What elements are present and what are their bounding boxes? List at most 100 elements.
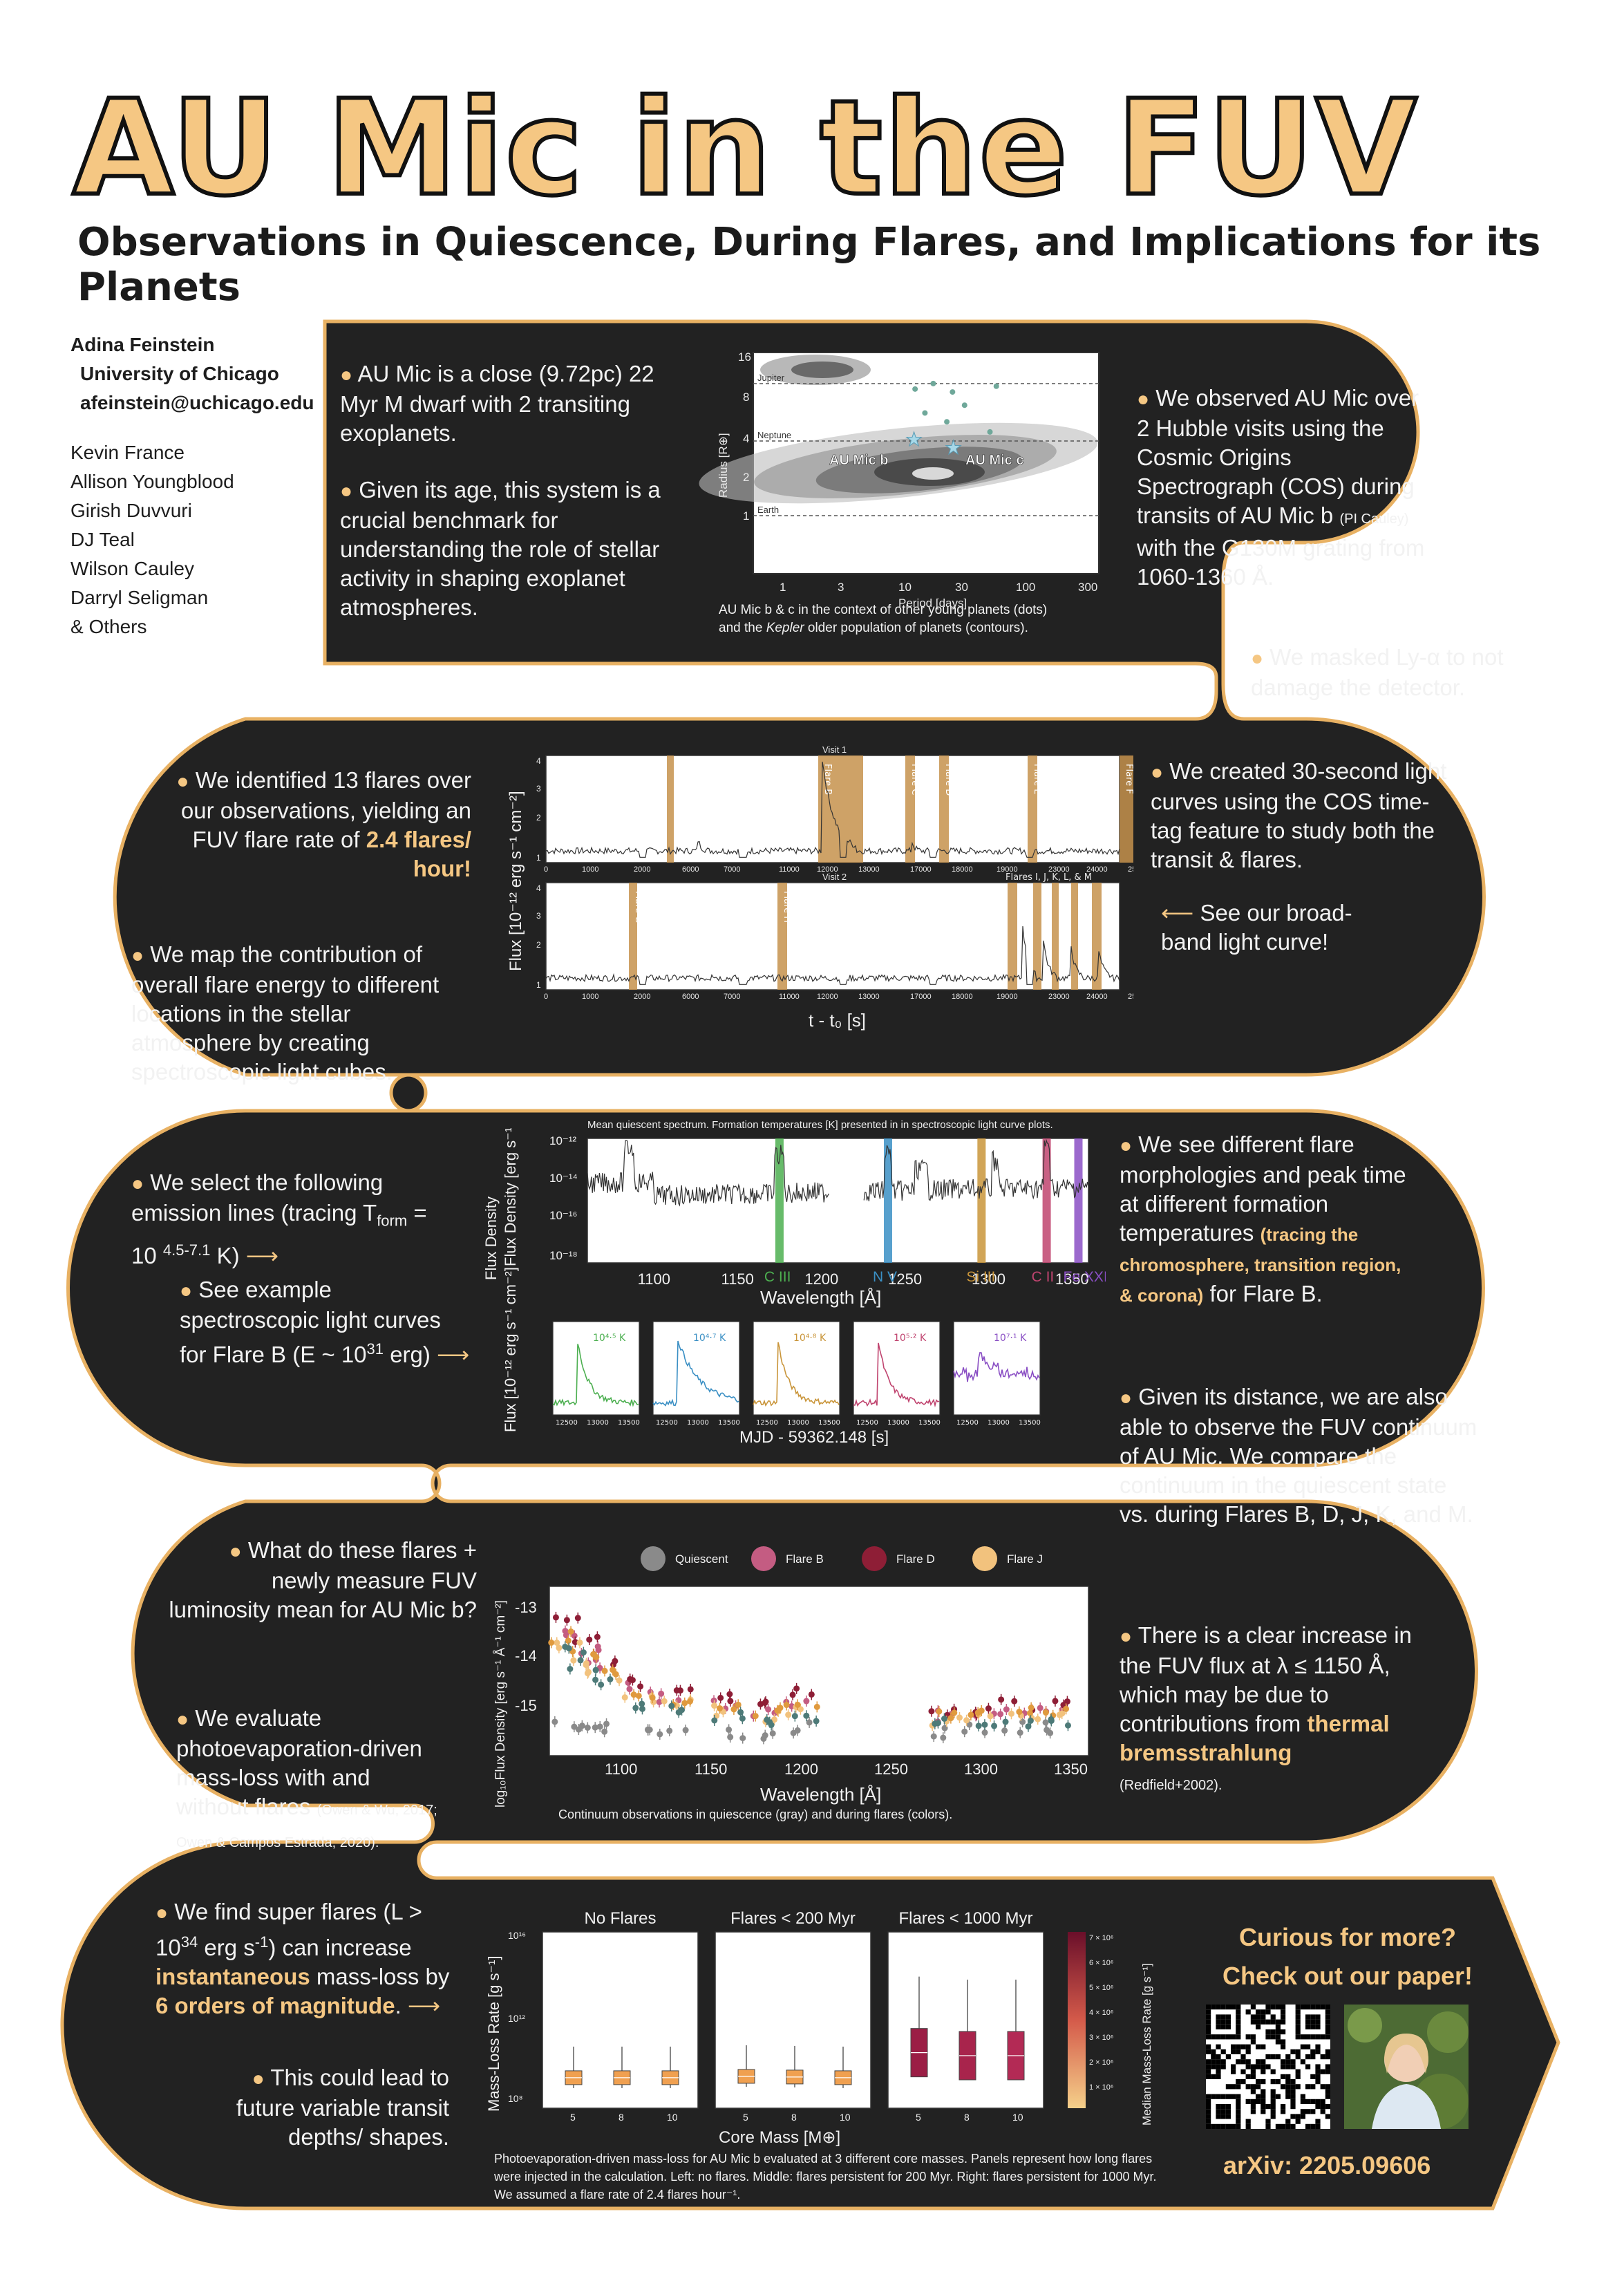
qr-code[interactable] bbox=[1206, 2005, 1330, 2129]
qr-module bbox=[1206, 2119, 1211, 2124]
continuum-point bbox=[586, 1636, 593, 1643]
lc-x-tick: 25000 bbox=[1128, 865, 1133, 874]
young-planet-dot bbox=[987, 429, 993, 435]
qr-module bbox=[1325, 2064, 1330, 2069]
flare-label: Flare C bbox=[909, 764, 920, 795]
lc-mjd-tick: 13000 bbox=[988, 1419, 1010, 1427]
emission-line-band bbox=[1074, 1138, 1083, 1263]
svg-text:-13: -13 bbox=[515, 1599, 537, 1616]
flare-label: Flare F bbox=[1124, 764, 1133, 794]
qr-module bbox=[1305, 2054, 1311, 2060]
qr-module bbox=[1275, 2054, 1281, 2060]
row5-bullet-1: ● We find super flares (L > 1034 erg s-1… bbox=[155, 1899, 450, 2018]
lc-mjd-tick: 12500 bbox=[756, 1419, 778, 1427]
qr-module bbox=[1225, 2034, 1231, 2040]
paper-callout: Curious for more? Check out our paper! bbox=[1222, 1923, 1473, 1990]
continuum-point bbox=[592, 1676, 599, 1683]
qr-module bbox=[1206, 2044, 1211, 2049]
qr-module bbox=[1265, 2123, 1271, 2129]
ml-x-axis-label: Core Mass [M⊕] bbox=[719, 2128, 840, 2147]
emission-line-label: C III bbox=[764, 1269, 791, 1285]
qr-module bbox=[1275, 2094, 1281, 2099]
qr-module bbox=[1281, 2123, 1286, 2129]
ml-y-axis-label: Mass-Loss Rate [g s⁻¹] bbox=[485, 1955, 502, 2112]
qr-module bbox=[1300, 2114, 1305, 2119]
arxiv-link[interactable]: arXiv: 2205.09606 bbox=[1223, 2151, 1431, 2179]
svg-text:16: 16 bbox=[738, 350, 751, 364]
continuum-point bbox=[610, 1661, 617, 1668]
lc-x-tick: 0 bbox=[544, 993, 548, 1001]
qr-module bbox=[1231, 2123, 1236, 2129]
continuum-point bbox=[629, 1677, 636, 1684]
qr-module bbox=[1225, 2104, 1231, 2110]
qr-module bbox=[1245, 2034, 1251, 2040]
qr-module bbox=[1305, 2109, 1311, 2114]
qr-module bbox=[1315, 2099, 1321, 2104]
svg-text:10⁻¹²: 10⁻¹² bbox=[549, 1134, 577, 1147]
continuum-point bbox=[727, 1734, 734, 1740]
svg-text:10¹²: 10¹² bbox=[508, 2013, 525, 2024]
cont-x-ticks: 1100 1150 1200 1250 1300 1350 bbox=[605, 1761, 1088, 1778]
qr-module bbox=[1261, 2069, 1266, 2074]
qr-module bbox=[1225, 2109, 1231, 2114]
qr-module bbox=[1256, 2094, 1261, 2099]
spec-x-tick: 1150 bbox=[721, 1270, 754, 1288]
continuum-point bbox=[610, 1667, 616, 1673]
continuum-point bbox=[967, 1711, 974, 1718]
svg-text:10⁻¹⁴: 10⁻¹⁴ bbox=[549, 1172, 578, 1185]
svg-text:4: 4 bbox=[743, 432, 749, 445]
spectroscopic-lc-panel bbox=[552, 1321, 640, 1416]
qr-module bbox=[1225, 2024, 1231, 2029]
row4-bullet-1: ● What do these flares + newly measure F… bbox=[169, 1537, 477, 1622]
continuum-point bbox=[726, 1726, 733, 1733]
young-planet-dot bbox=[950, 389, 956, 395]
qr-module bbox=[1320, 2069, 1325, 2074]
qr-module bbox=[1216, 2104, 1221, 2110]
author-list: Adina Feinstein University of Chicago af… bbox=[70, 330, 314, 641]
continuum-point bbox=[575, 1726, 582, 1733]
qr-module bbox=[1325, 2054, 1330, 2060]
qr-module bbox=[1265, 2054, 1271, 2060]
lc-mjd-tick: 13500 bbox=[618, 1419, 640, 1427]
qr-module bbox=[1216, 2019, 1221, 2025]
qr-module bbox=[1216, 2005, 1221, 2010]
lc-mjd-tick: 13500 bbox=[818, 1419, 840, 1427]
lc-mjd-tick: 13500 bbox=[1019, 1419, 1041, 1427]
flare-band bbox=[777, 883, 787, 990]
lc-x-tick: 12000 bbox=[817, 865, 838, 874]
core-mass-tick: 10 bbox=[667, 2112, 678, 2123]
qr-module bbox=[1256, 2079, 1261, 2085]
qr-module bbox=[1281, 2084, 1286, 2090]
continuum-point bbox=[552, 1614, 559, 1621]
continuum-point bbox=[711, 1702, 718, 1709]
colorbar-tick: 2 × 10⁶ bbox=[1089, 2058, 1113, 2067]
emission-line-labels: C III N V Si III C II Fe XXI bbox=[764, 1269, 1106, 1285]
qr-module bbox=[1270, 2109, 1276, 2114]
lc-mjd-tick: 13500 bbox=[918, 1419, 941, 1427]
cont-y-ticks: -13 -14 -15 bbox=[515, 1599, 537, 1714]
cont-y-axis-label: log₁₀Flux Density [erg s⁻¹ Å⁻¹ cm⁻²] bbox=[493, 1600, 508, 1808]
lc-x-tick: 12000 bbox=[817, 993, 838, 1001]
svg-text:4: 4 bbox=[536, 883, 541, 893]
qr-module bbox=[1300, 2034, 1305, 2040]
coauthor: Darryl Seligman bbox=[70, 587, 209, 608]
ref-jupiter: Jupiter bbox=[757, 373, 785, 383]
svg-text:30: 30 bbox=[955, 581, 968, 594]
qr-module bbox=[1281, 2019, 1286, 2025]
colorbar-tick: 3 × 10⁶ bbox=[1089, 2034, 1113, 2042]
lead-author-email[interactable]: afeinstein@uchicago.edu bbox=[80, 392, 314, 413]
continuum-point bbox=[658, 1690, 665, 1697]
qr-module bbox=[1236, 2114, 1241, 2119]
qr-module bbox=[1211, 2034, 1216, 2040]
qr-module bbox=[1231, 2084, 1236, 2090]
spectroscopic-lc-panel bbox=[953, 1321, 1041, 1416]
continuum-point bbox=[594, 1643, 601, 1650]
qr-module bbox=[1290, 2064, 1296, 2069]
spec-y-ticks: 10⁻¹² 10⁻¹⁴ 10⁻¹⁶ 10⁻¹⁸ bbox=[549, 1134, 578, 1262]
lc-x-axis-label: t - t₀ [s] bbox=[809, 1010, 866, 1031]
qr-module bbox=[1236, 2029, 1241, 2035]
continuum-point bbox=[985, 1705, 992, 1712]
qr-module bbox=[1325, 2104, 1330, 2110]
continuum-point bbox=[666, 1727, 673, 1734]
continuum-point bbox=[637, 1683, 644, 1690]
